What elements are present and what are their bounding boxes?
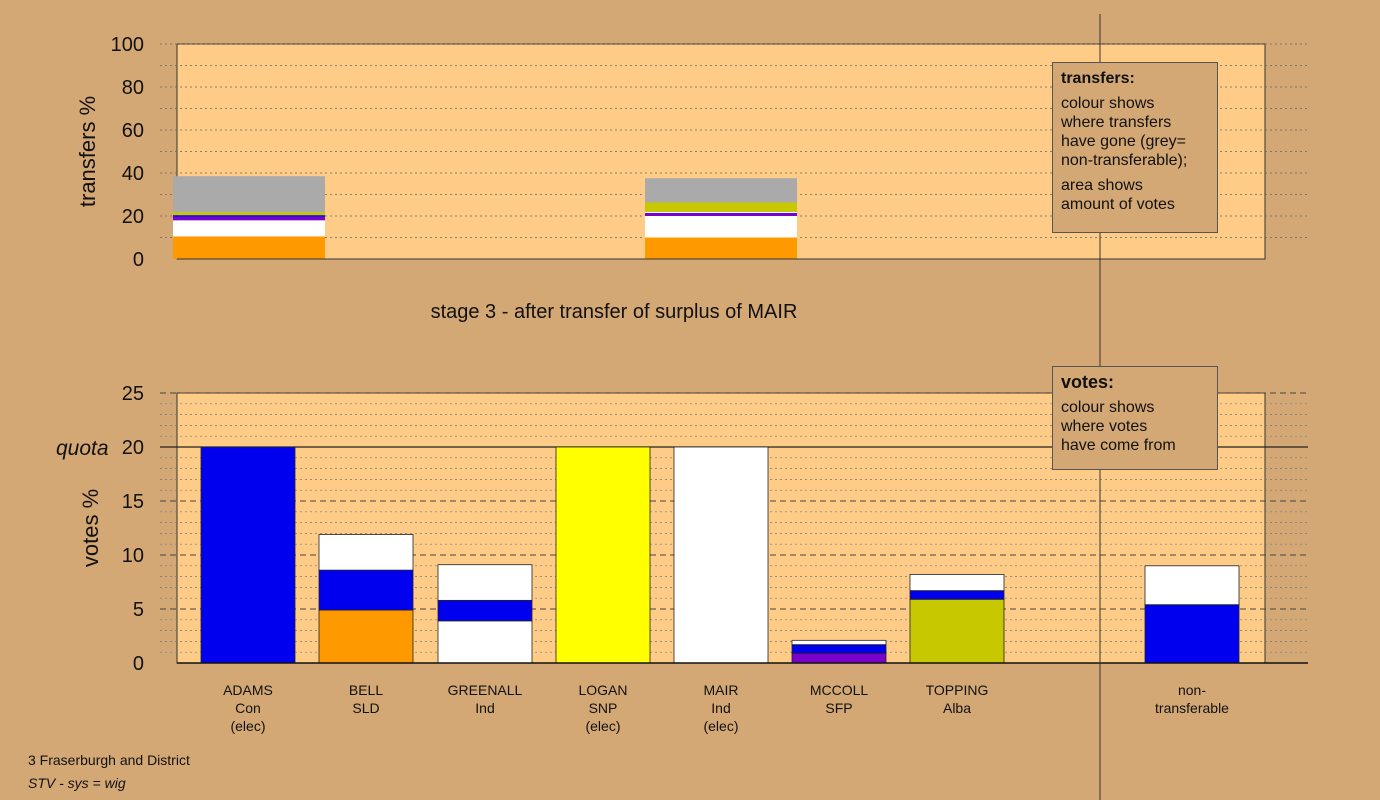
y-tick-label: 40 (122, 163, 144, 185)
transfer-segment (645, 216, 797, 238)
transfer-segment (173, 220, 325, 224)
transfers-legend-box: transfers: colour shows where transfers … (1052, 62, 1218, 233)
constituency-label: 3 Fraserburgh and District (28, 752, 190, 768)
transfer-segment (645, 237, 797, 259)
y-tick-label: 20 (122, 206, 144, 228)
quota-label: quota (56, 437, 109, 460)
vote-segment (555, 446, 651, 664)
x-category-label: non- (1178, 682, 1206, 698)
transfers-legend-line: have gone (grey= (1061, 133, 1186, 150)
x-category-label: BELL (349, 682, 383, 698)
transfer-segment (645, 212, 797, 216)
votes-legend-box: votes: colour shows where votes have com… (1052, 366, 1218, 470)
vote-segment (1144, 565, 1240, 606)
transfer-segment (173, 223, 325, 237)
chart-title: stage 3 - after transfer of surplus of M… (431, 301, 798, 323)
y-tick-label: 5 (133, 599, 144, 621)
transfers-legend-line: non-transferable); (1061, 152, 1188, 169)
vote-segment (791, 639, 887, 646)
transfer-segment (645, 202, 797, 212)
x-category-label: Con (235, 700, 261, 716)
vote-segment (1144, 604, 1240, 664)
vote-segment (437, 564, 533, 601)
x-category-label: Ind (711, 700, 730, 716)
x-category-label: transferable (1155, 700, 1229, 716)
x-category-label: SLD (352, 700, 379, 716)
transfers-legend-line: amount of votes (1061, 196, 1175, 213)
x-category-label: GREENALL (448, 682, 523, 698)
vote-segment (318, 534, 414, 571)
vote-segment (673, 446, 769, 664)
y-tick-label: 60 (122, 120, 144, 142)
y-tick-label: 0 (133, 249, 144, 271)
x-category-label: ADAMS (223, 682, 273, 698)
transfer-segment (173, 216, 325, 221)
transfer-segment (173, 212, 325, 216)
votes-legend-title: votes: (1061, 372, 1115, 392)
vote-segment (200, 446, 296, 664)
transfer-segment (173, 176, 325, 213)
transfers-legend-line: area shows (1061, 177, 1143, 194)
system-label: STV - sys = wig (28, 775, 126, 791)
vote-segment (437, 620, 533, 664)
y-tick-label: 15 (122, 491, 144, 513)
x-category-label: (elec) (703, 718, 738, 734)
transfer-segment (173, 236, 325, 259)
y-tick-label: 0 (133, 653, 144, 675)
x-category-label: SNP (589, 700, 618, 716)
vote-segment (318, 569, 414, 611)
y-tick-label: 100 (111, 34, 144, 56)
votes-legend-line: where votes (1061, 418, 1148, 435)
x-category-label: Ind (475, 700, 494, 716)
y-tick-label: 25 (122, 383, 144, 405)
y-tick-label: 20 (122, 437, 144, 459)
x-category-label: SFP (825, 700, 852, 716)
vote-segment (791, 644, 887, 654)
x-category-label: (elec) (230, 718, 265, 734)
x-category-label: Alba (943, 700, 971, 716)
y-tick-label: 10 (122, 545, 144, 567)
vote-segment (909, 590, 1005, 600)
vote-segment (437, 599, 533, 622)
votes-legend-line: colour shows (1061, 399, 1155, 416)
vote-segment (318, 609, 414, 664)
transfer-segment (645, 178, 797, 203)
transfer-segment (173, 215, 325, 217)
transfers-legend-line: colour shows (1061, 95, 1155, 112)
votes-chart: 0 5 10 15 20 25 quota votes % ADAMS Con (elec) BELL… (56, 383, 1308, 734)
transfer-segment (645, 211, 797, 213)
transfers-legend-title: transfers: (1061, 70, 1135, 87)
y-tick-label: 80 (122, 77, 144, 99)
x-category-label: MAIR (704, 682, 739, 698)
transfers-legend-line: where transfers (1061, 114, 1172, 131)
vote-segment (791, 652, 887, 664)
votes-legend-line: have come from (1061, 437, 1176, 454)
y-axis-label: transfers % (75, 96, 100, 207)
x-category-label: MCCOLL (810, 682, 869, 698)
x-category-label: LOGAN (578, 682, 627, 698)
y-axis-label: votes % (78, 489, 103, 567)
x-category-label: TOPPING (926, 682, 989, 698)
vote-segment (909, 574, 1005, 592)
vote-segment (909, 598, 1005, 664)
x-category-label: (elec) (585, 718, 620, 734)
